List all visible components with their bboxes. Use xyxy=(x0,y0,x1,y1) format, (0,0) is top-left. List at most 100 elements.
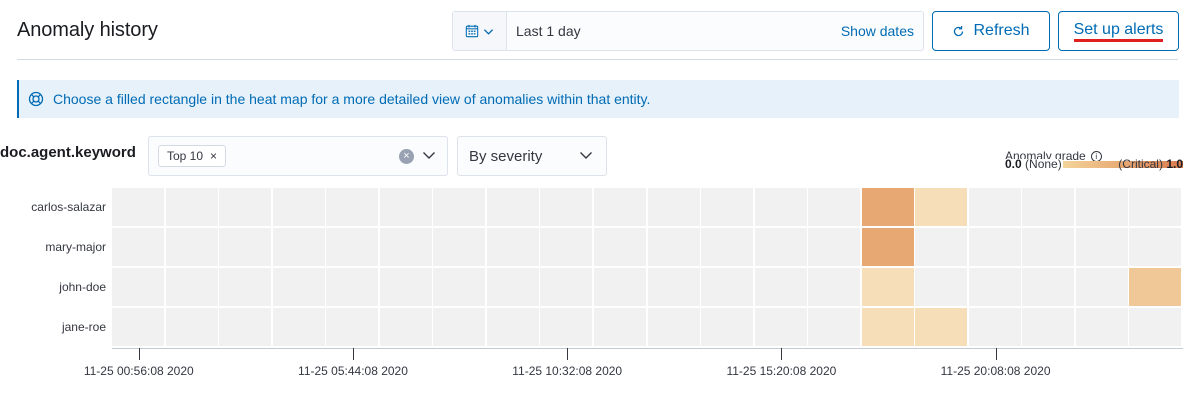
heatmap-cell[interactable] xyxy=(647,228,700,266)
heatmap-cell[interactable] xyxy=(1129,308,1182,346)
heatmap-cell[interactable] xyxy=(647,188,700,226)
heatmap-cell[interactable] xyxy=(915,228,968,266)
heatmap-cell[interactable] xyxy=(1022,268,1075,306)
sort-by-select[interactable]: By severity xyxy=(457,136,607,176)
clear-selection-icon[interactable]: × xyxy=(399,149,414,164)
heatmap-cell[interactable] xyxy=(593,188,646,226)
heatmap-cell[interactable] xyxy=(1075,308,1128,346)
heatmap-cell[interactable] xyxy=(540,188,593,226)
show-dates-link[interactable]: Show dates xyxy=(840,23,914,39)
heatmap-cell[interactable] xyxy=(272,188,325,226)
remove-pill-icon[interactable]: × xyxy=(210,149,218,163)
heatmap-cell[interactable] xyxy=(754,268,807,306)
legend-max: (Critical) 1.0 xyxy=(1118,158,1183,170)
page-title: Anomaly history xyxy=(17,19,158,41)
heatmap-cell[interactable] xyxy=(701,228,754,266)
heatmap-cell[interactable] xyxy=(1075,228,1128,266)
heatmap-cell[interactable] xyxy=(701,188,754,226)
heatmap-cell[interactable] xyxy=(112,268,164,306)
heatmap-cell[interactable] xyxy=(272,308,325,346)
heatmap-cell[interactable] xyxy=(647,308,700,346)
heatmap-cell[interactable] xyxy=(219,308,272,346)
heatmap-cell[interactable] xyxy=(754,188,807,226)
refresh-button[interactable]: Refresh xyxy=(932,11,1050,51)
heatmap-cell[interactable] xyxy=(379,188,432,226)
heatmap-cell[interactable] xyxy=(1022,228,1075,266)
heatmap-cell[interactable] xyxy=(486,188,539,226)
heatmap-cell[interactable] xyxy=(808,228,861,266)
heatmap-cell[interactable] xyxy=(165,188,218,226)
heatmap-cell[interactable] xyxy=(540,308,593,346)
heatmap-cell[interactable] xyxy=(808,268,861,306)
heatmap-cell[interactable] xyxy=(272,268,325,306)
heatmap-cell[interactable] xyxy=(326,268,379,306)
heatmap-cell[interactable] xyxy=(1129,188,1182,226)
heatmap-cell[interactable] xyxy=(754,228,807,266)
heatmap-cell[interactable] xyxy=(219,268,272,306)
setup-alerts-button[interactable]: Set up alerts xyxy=(1058,11,1179,51)
heatmap-cell[interactable] xyxy=(968,268,1021,306)
chevron-down-icon[interactable] xyxy=(421,147,437,163)
heatmap-cell[interactable] xyxy=(968,308,1021,346)
heatmap-cell[interactable] xyxy=(540,268,593,306)
info-icon[interactable]: i xyxy=(1090,150,1102,162)
date-quick-select-button[interactable] xyxy=(453,12,507,50)
heatmap-cell[interactable] xyxy=(486,228,539,266)
heatmap-cell[interactable] xyxy=(754,308,807,346)
heatmap-cell[interactable] xyxy=(1129,228,1182,266)
heatmap-cell[interactable] xyxy=(433,188,486,226)
header-divider xyxy=(17,59,1178,60)
heatmap-cell[interactable] xyxy=(379,228,432,266)
heatmap-cell[interactable] xyxy=(165,228,218,266)
heatmap-cell[interactable] xyxy=(486,308,539,346)
heatmap-cell[interactable] xyxy=(379,268,432,306)
heatmap-cell[interactable] xyxy=(593,308,646,346)
heatmap-cell[interactable] xyxy=(433,308,486,346)
heatmap-cell[interactable] xyxy=(219,188,272,226)
heatmap-cell[interactable] xyxy=(915,188,968,226)
heatmap-cell[interactable] xyxy=(326,228,379,266)
calendar-icon xyxy=(465,24,479,38)
heatmap-cell[interactable] xyxy=(915,268,968,306)
heatmap-cell[interactable] xyxy=(968,228,1021,266)
heatmap-cell[interactable] xyxy=(326,308,379,346)
heatmap-cell[interactable] xyxy=(1075,188,1128,226)
date-range-display[interactable]: Last 1 day xyxy=(516,23,581,39)
heatmap-cell[interactable] xyxy=(486,268,539,306)
heatmap-cell[interactable] xyxy=(379,308,432,346)
heatmap-cell[interactable] xyxy=(861,308,914,346)
heatmap-cell[interactable] xyxy=(112,228,164,266)
heatmap-cell[interactable] xyxy=(433,228,486,266)
heatmap-cell[interactable] xyxy=(272,228,325,266)
heatmap-cell[interactable] xyxy=(701,268,754,306)
heatmap-cell[interactable] xyxy=(1129,268,1182,306)
refresh-button-label: Refresh xyxy=(973,22,1030,39)
heatmap-cell[interactable] xyxy=(593,268,646,306)
heatmap-cell[interactable] xyxy=(861,228,914,266)
heatmap-cell[interactable] xyxy=(808,308,861,346)
heatmap-cell[interactable] xyxy=(915,308,968,346)
heatmap-cell[interactable] xyxy=(326,188,379,226)
heatmap-cell[interactable] xyxy=(593,228,646,266)
entity-row-label: carlos-salazar xyxy=(31,200,106,214)
refresh-icon xyxy=(954,25,964,36)
heatmap-cell[interactable] xyxy=(165,308,218,346)
heatmap-cell[interactable] xyxy=(1022,188,1075,226)
heatmap-cell[interactable] xyxy=(219,228,272,266)
heatmap-cell[interactable] xyxy=(1075,268,1128,306)
heatmap-cell[interactable] xyxy=(968,188,1021,226)
heatmap-cell[interactable] xyxy=(112,308,164,346)
entity-combo-box[interactable]: Top 10 × × xyxy=(148,136,448,176)
heatmap-cell[interactable] xyxy=(647,268,700,306)
legend-min-value: 0.0 xyxy=(1005,157,1022,171)
heatmap-cell[interactable] xyxy=(701,308,754,346)
heatmap-cell[interactable] xyxy=(433,268,486,306)
heatmap-cell[interactable] xyxy=(861,268,914,306)
heatmap-cell[interactable] xyxy=(1022,308,1075,346)
heatmap-cell[interactable] xyxy=(112,188,164,226)
heatmap-cell[interactable] xyxy=(861,188,914,226)
heatmap-cell[interactable] xyxy=(808,188,861,226)
heatmap-cell[interactable] xyxy=(540,228,593,266)
heatmap-cell[interactable] xyxy=(165,268,218,306)
axis-tick xyxy=(567,348,569,360)
